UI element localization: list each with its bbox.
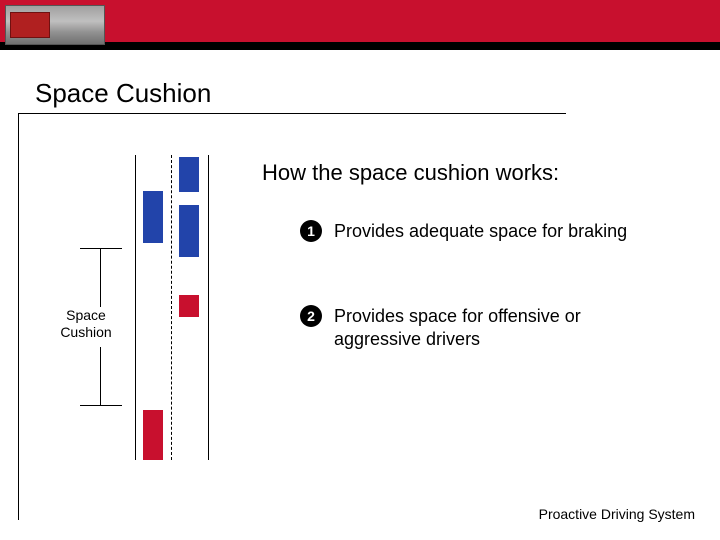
point-2-text: Provides space for offensive or aggressi… — [334, 305, 654, 350]
header-photo — [5, 5, 105, 45]
subtitle: How the space cushion works: — [262, 160, 559, 186]
title-rule — [18, 113, 566, 114]
header-band — [0, 0, 720, 50]
footer-text: Proactive Driving System — [539, 506, 695, 522]
bracket-bottom — [80, 405, 122, 406]
point-1-number-icon: 1 — [300, 220, 322, 242]
vehicle-blue-top-right — [179, 157, 199, 192]
vehicle-red-mid — [179, 295, 199, 317]
cushion-label: Space Cushion — [50, 307, 122, 341]
lane-edge-right — [208, 155, 209, 460]
header-red-bar — [0, 0, 720, 42]
fire-truck-icon — [10, 12, 50, 38]
lane-edge-left — [135, 155, 136, 460]
lane-center-dash — [171, 155, 172, 460]
bracket-top — [80, 248, 122, 249]
cushion-label-line1: Space — [66, 307, 106, 323]
vehicle-blue-left — [143, 191, 163, 243]
vehicle-blue-right — [179, 205, 199, 257]
vehicle-red-bottom — [143, 410, 163, 460]
header-black-bar — [0, 42, 720, 50]
left-margin-rule — [18, 113, 19, 520]
point-1-text: Provides adequate space for braking — [334, 220, 654, 243]
cushion-label-line2: Cushion — [60, 324, 111, 340]
point-2-number-icon: 2 — [300, 305, 322, 327]
page-title: Space Cushion — [35, 78, 211, 109]
lane-diagram: Space Cushion — [60, 155, 250, 460]
